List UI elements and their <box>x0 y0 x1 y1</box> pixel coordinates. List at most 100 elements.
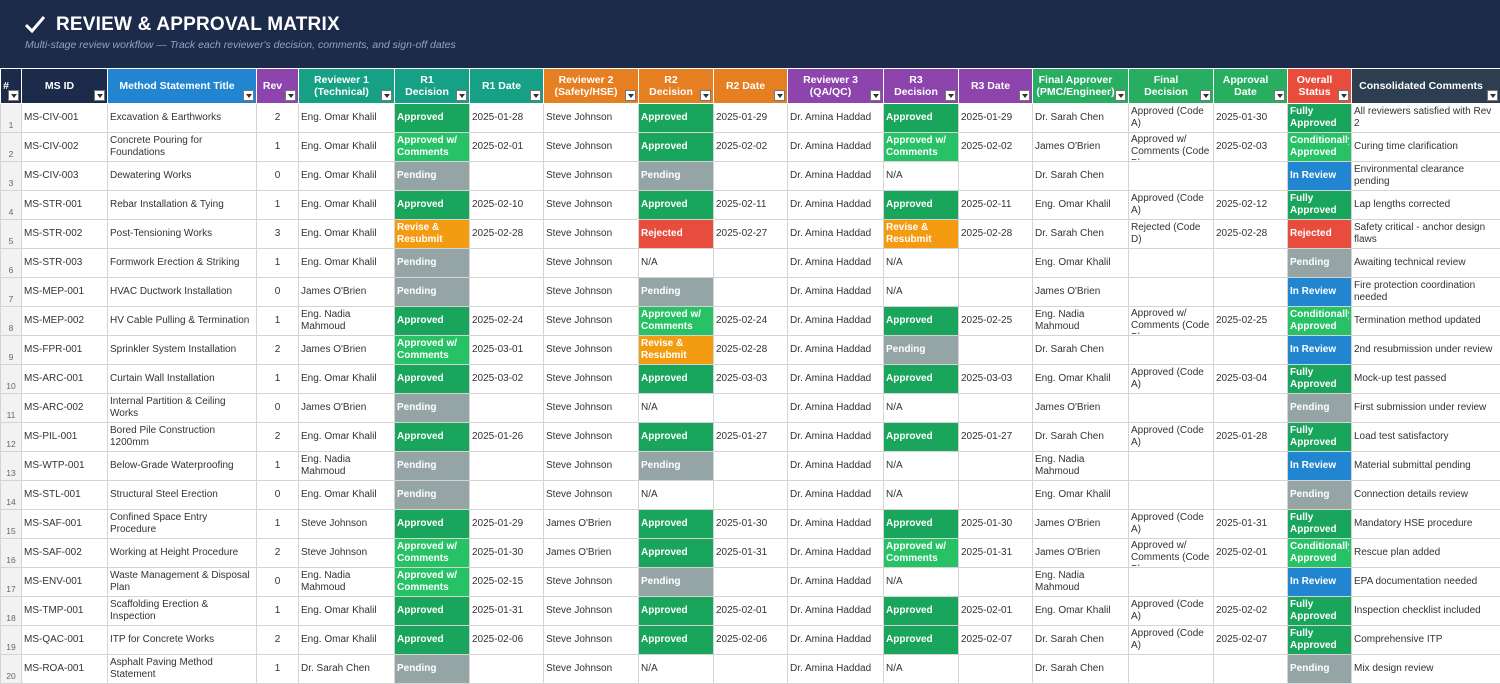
filter-dropdown-icon[interactable] <box>1274 90 1285 101</box>
final-decision-cell[interactable] <box>1129 394 1214 423</box>
final-decision-cell[interactable] <box>1129 452 1214 481</box>
final-approver-cell[interactable]: Eng. Omar Khalil <box>1033 191 1129 220</box>
r2-decision-cell[interactable]: Pending <box>639 452 714 481</box>
revision-cell[interactable]: 1 <box>257 597 299 626</box>
r2-date-cell[interactable]: 2025-01-31 <box>714 539 788 568</box>
final-approver-cell[interactable]: Eng. Nadia Mahmoud <box>1033 452 1129 481</box>
r2-date-cell[interactable]: 2025-02-06 <box>714 626 788 655</box>
consolidated-comments-cell[interactable]: Inspection checklist included <box>1352 597 1500 626</box>
overall-status-cell[interactable]: In Review <box>1288 278 1352 307</box>
row-number-cell[interactable]: 18 <box>1 597 22 626</box>
consolidated-comments-cell[interactable]: Comprehensive ITP <box>1352 626 1500 655</box>
r1-date-cell[interactable] <box>470 162 544 191</box>
final-approver-cell[interactable]: James O'Brien <box>1033 539 1129 568</box>
final-approver-cell[interactable]: Eng. Omar Khalil <box>1033 481 1129 510</box>
r1-decision-cell[interactable]: Pending <box>395 655 470 684</box>
filter-dropdown-icon[interactable] <box>625 90 636 101</box>
r2-decision-cell[interactable]: Approved <box>639 133 714 162</box>
r3-date-cell[interactable]: 2025-02-07 <box>959 626 1033 655</box>
reviewer-2-cell[interactable]: Steve Johnson <box>544 365 639 394</box>
overall-status-cell[interactable]: Fully Approved <box>1288 510 1352 539</box>
r1-date-cell[interactable] <box>470 249 544 278</box>
r1-decision-cell[interactable]: Approved w/ Comments <box>395 539 470 568</box>
r3-date-cell[interactable] <box>959 249 1033 278</box>
r3-decision-cell[interactable]: Revise & Resubmit <box>884 220 959 249</box>
r2-decision-cell[interactable]: Approved <box>639 104 714 133</box>
reviewer-1-cell[interactable]: Eng. Omar Khalil <box>299 191 395 220</box>
final-approver-cell[interactable]: Eng. Nadia Mahmoud <box>1033 307 1129 336</box>
final-approver-cell[interactable]: Eng. Omar Khalil <box>1033 249 1129 278</box>
approval-date-cell[interactable] <box>1214 481 1288 510</box>
r3-date-cell[interactable]: 2025-01-29 <box>959 104 1033 133</box>
filter-dropdown-icon[interactable] <box>94 90 105 101</box>
filter-dropdown-icon[interactable] <box>870 90 881 101</box>
reviewer-2-cell[interactable]: Steve Johnson <box>544 249 639 278</box>
r2-decision-cell[interactable]: Pending <box>639 278 714 307</box>
r1-decision-cell[interactable]: Approved <box>395 626 470 655</box>
reviewer-2-cell[interactable]: James O'Brien <box>544 510 639 539</box>
filter-dropdown-icon[interactable] <box>945 90 956 101</box>
row-number-cell[interactable]: 14 <box>1 481 22 510</box>
r1-date-cell[interactable]: 2025-02-10 <box>470 191 544 220</box>
r1-date-cell[interactable]: 2025-01-26 <box>470 423 544 452</box>
overall-status-cell[interactable]: Conditionally Approved <box>1288 307 1352 336</box>
r1-date-cell[interactable] <box>470 278 544 307</box>
r2-decision-cell[interactable]: Approved w/ Comments <box>639 307 714 336</box>
reviewer-3-cell[interactable]: Dr. Amina Haddad <box>788 394 884 423</box>
r2-decision-cell[interactable]: N/A <box>639 655 714 684</box>
consolidated-comments-cell[interactable]: Environmental clearance pending <box>1352 162 1500 191</box>
r2-date-cell[interactable]: 2025-01-27 <box>714 423 788 452</box>
row-number-cell[interactable]: 20 <box>1 655 22 684</box>
r3-decision-cell[interactable]: Approved <box>884 307 959 336</box>
r2-decision-cell[interactable]: N/A <box>639 481 714 510</box>
row-number-cell[interactable]: 16 <box>1 539 22 568</box>
final-approver-cell[interactable]: Eng. Nadia Mahmoud <box>1033 568 1129 597</box>
final-decision-cell[interactable] <box>1129 249 1214 278</box>
ms-title-cell[interactable]: Asphalt Paving Method Statement <box>108 655 257 684</box>
r3-date-cell[interactable] <box>959 336 1033 365</box>
r2-date-cell[interactable]: 2025-01-30 <box>714 510 788 539</box>
r2-date-cell[interactable]: 2025-02-11 <box>714 191 788 220</box>
reviewer-1-cell[interactable]: Eng. Omar Khalil <box>299 423 395 452</box>
ms-id-cell[interactable]: MS-ENV-001 <box>22 568 108 597</box>
approval-date-cell[interactable]: 2025-01-30 <box>1214 104 1288 133</box>
r1-date-cell[interactable] <box>470 481 544 510</box>
reviewer-3-cell[interactable]: Dr. Amina Haddad <box>788 307 884 336</box>
revision-cell[interactable]: 2 <box>257 539 299 568</box>
row-number-cell[interactable]: 8 <box>1 307 22 336</box>
row-number-cell[interactable]: 9 <box>1 336 22 365</box>
r2-decision-cell[interactable]: Pending <box>639 162 714 191</box>
r1-date-cell[interactable]: 2025-02-24 <box>470 307 544 336</box>
final-decision-cell[interactable] <box>1129 336 1214 365</box>
r3-date-cell[interactable] <box>959 481 1033 510</box>
consolidated-comments-cell[interactable]: Mock-up test passed <box>1352 365 1500 394</box>
ms-title-cell[interactable]: Sprinkler System Installation <box>108 336 257 365</box>
reviewer-1-cell[interactable]: Eng. Omar Khalil <box>299 365 395 394</box>
r1-decision-cell[interactable]: Approved <box>395 104 470 133</box>
r2-date-cell[interactable] <box>714 394 788 423</box>
filter-dropdown-icon[interactable] <box>8 90 19 101</box>
final-decision-cell[interactable]: Approved (Code A) <box>1129 365 1214 394</box>
reviewer-1-cell[interactable]: Dr. Sarah Chen <box>299 655 395 684</box>
r3-decision-cell[interactable]: N/A <box>884 452 959 481</box>
r3-decision-cell[interactable]: Pending <box>884 336 959 365</box>
approval-date-cell[interactable]: 2025-02-12 <box>1214 191 1288 220</box>
revision-cell[interactable]: 1 <box>257 365 299 394</box>
row-number-cell[interactable]: 17 <box>1 568 22 597</box>
final-decision-cell[interactable]: Approved (Code A) <box>1129 191 1214 220</box>
reviewer-3-cell[interactable]: Dr. Amina Haddad <box>788 626 884 655</box>
reviewer-3-cell[interactable]: Dr. Amina Haddad <box>788 336 884 365</box>
final-approver-cell[interactable]: Dr. Sarah Chen <box>1033 104 1129 133</box>
overall-status-cell[interactable]: Fully Approved <box>1288 104 1352 133</box>
r3-date-cell[interactable]: 2025-02-28 <box>959 220 1033 249</box>
reviewer-1-cell[interactable]: Eng. Omar Khalil <box>299 626 395 655</box>
r3-decision-cell[interactable]: Approved <box>884 365 959 394</box>
row-number-cell[interactable]: 5 <box>1 220 22 249</box>
r2-decision-cell[interactable]: Approved <box>639 510 714 539</box>
reviewer-1-cell[interactable]: James O'Brien <box>299 278 395 307</box>
